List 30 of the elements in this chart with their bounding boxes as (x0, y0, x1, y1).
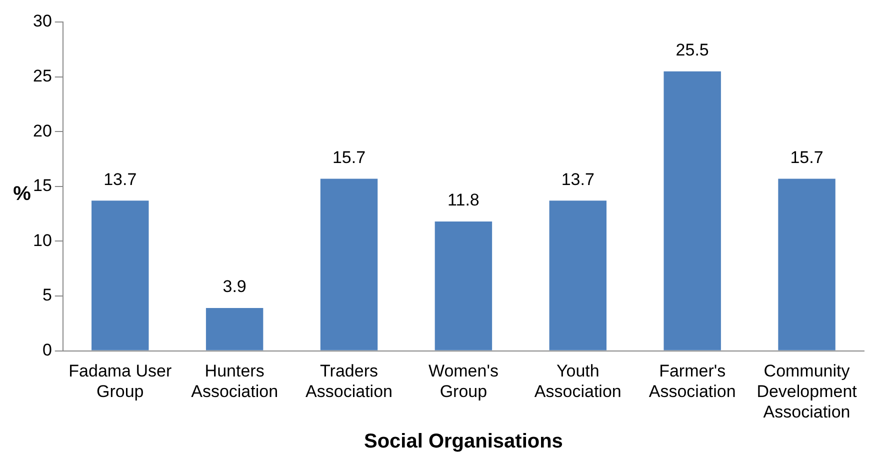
x-tick-label: Farmer's Association (648, 362, 736, 402)
data-label: 15.7 (332, 148, 366, 167)
bar (320, 178, 378, 350)
y-tick-label: 5 (42, 286, 52, 305)
bar (92, 200, 149, 350)
bar (434, 221, 492, 350)
y-axis-title: % (13, 182, 32, 205)
bar (778, 178, 836, 350)
x-tick-label: Women's Group (428, 362, 498, 402)
x-axis-title: Social Organisations (364, 430, 563, 453)
x-tick-label: Traders Association (306, 362, 392, 402)
bar (664, 71, 721, 350)
y-tick-label: 25 (32, 66, 52, 86)
y-tick-label: 10 (32, 230, 52, 250)
x-tick-label: Community Development Association (756, 362, 858, 422)
data-label: 13.7 (104, 170, 137, 189)
data-label: 11.8 (448, 190, 480, 210)
data-label: 15.7 (790, 148, 824, 167)
y-tick-label: 0 (42, 340, 52, 360)
bar (206, 308, 264, 350)
x-tick-label: Hunters Association (191, 362, 278, 402)
x-tick-label: Fadama User Group (68, 362, 172, 402)
y-tick-label: 15 (32, 176, 52, 196)
x-tick-label: Youth Association (534, 362, 622, 402)
data-label: 3.9 (222, 277, 246, 296)
data-label: 13.7 (561, 170, 594, 189)
bar (549, 200, 607, 350)
data-label: 25.5 (676, 40, 709, 60)
y-tick-label: 30 (32, 12, 52, 31)
y-tick-label: 20 (32, 121, 52, 140)
